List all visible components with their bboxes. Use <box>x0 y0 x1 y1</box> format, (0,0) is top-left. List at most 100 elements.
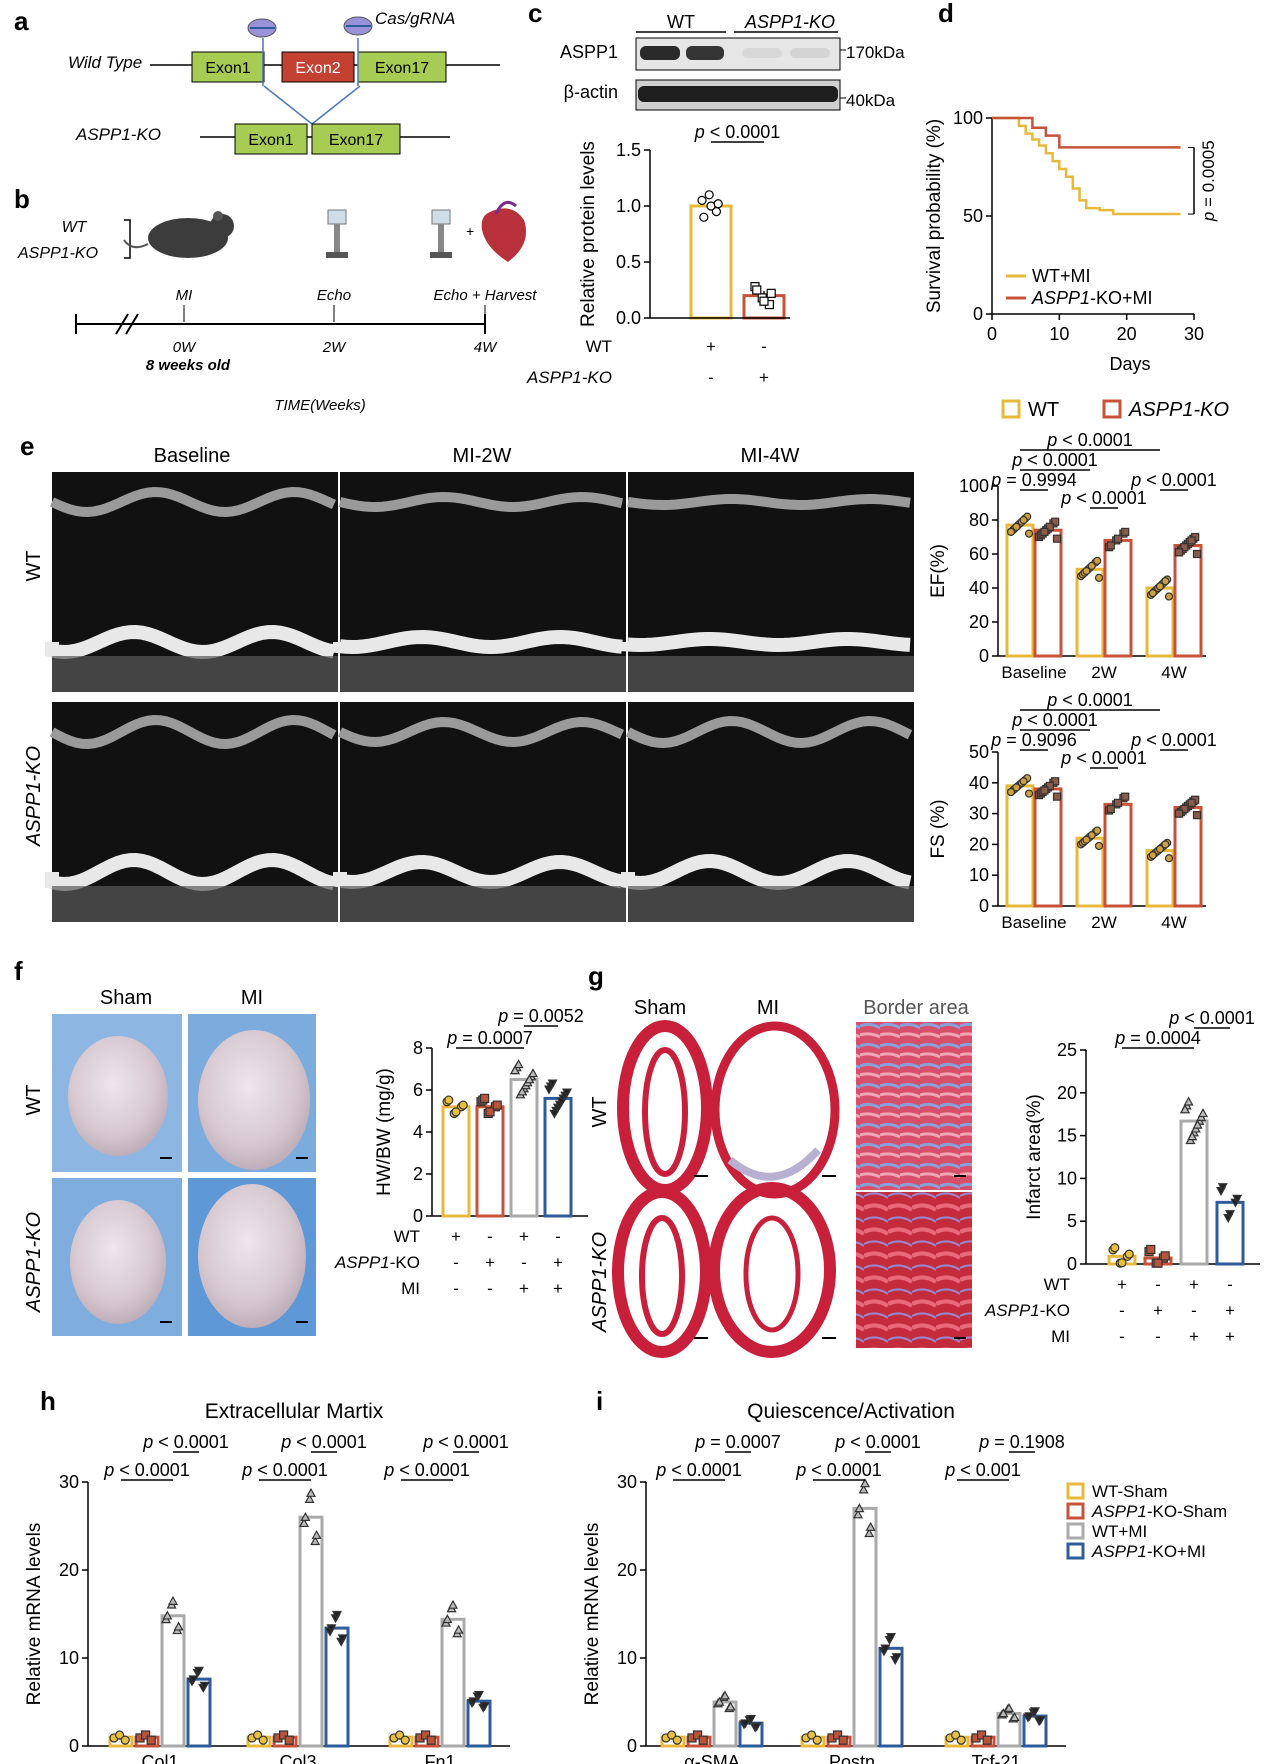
g-cond-sign-0-3: - <box>1227 1275 1233 1294</box>
f-cond-sign-1-0: - <box>453 1253 459 1272</box>
i-point-2-2-4 <box>1003 1702 1015 1712</box>
c-row-ko: ASPP1-KO <box>526 368 612 387</box>
h-point-2-2-3 <box>442 1614 453 1624</box>
e-ef-comp-1-text: p < 0.0001 <box>1011 450 1098 470</box>
kda40-label: 40kDa <box>846 91 896 110</box>
h-point-0-2-5 <box>173 1621 184 1631</box>
e-ef-comp-2-text: p = 0.9994 <box>990 470 1077 490</box>
e-ef-point-0-1-8 <box>1052 534 1062 543</box>
e-fs-point-1-1-4 <box>1113 798 1123 807</box>
e-col-mi4w: MI-4W <box>741 445 800 467</box>
e-ef-comp-4-text: p < 0.0001 <box>1130 470 1217 490</box>
i-point-0-3-5 <box>751 1722 762 1732</box>
i-xtick-label-2: Tcf-21 <box>971 1752 1020 1764</box>
e-col-baseline: Baseline <box>154 445 231 467</box>
f-sham-label: Sham <box>100 987 152 1009</box>
e-ef-ytick-label-5: 100 <box>959 476 989 496</box>
c-point-0-0 <box>697 195 707 205</box>
e-ef-point-2-0-15 <box>1155 582 1165 591</box>
b-echo-harvest-label: Echo + Harvest <box>434 287 538 304</box>
h-point-0-3-3 <box>188 1675 199 1685</box>
e-ef-ytick-label-2: 40 <box>969 578 989 598</box>
g-cond-sign-1-0: - <box>1119 1301 1125 1320</box>
i-point-1-1-2 <box>838 1735 848 1745</box>
panel-label-f: f <box>14 956 23 986</box>
h-point-2-3-3 <box>468 1697 479 1707</box>
panel-label-e: e <box>20 431 34 461</box>
f-cond-row-2: MI <box>401 1279 420 1298</box>
exon2-label: Exon2 <box>295 60 340 77</box>
e-fs-comp-0-text: p < 0.0001 <box>1046 690 1133 710</box>
e-fs-ylabel: FS (%) <box>928 799 949 858</box>
h-point-2-0-2 <box>400 1735 410 1745</box>
aspp1-blot <box>635 37 841 71</box>
d-series-1 <box>992 116 1181 149</box>
f-cond-sign-0-3: - <box>555 1227 561 1246</box>
h-bar-0-3 <box>186 1677 212 1748</box>
e-fs-comp-2-text: p = 0.9096 <box>990 730 1077 750</box>
g-point-2-12 <box>1187 1131 1198 1141</box>
e-fs-comp-3-text: p < 0.0001 <box>1060 748 1147 768</box>
i-point-2-2-5 <box>1009 1712 1020 1722</box>
i-point-1-0-1 <box>806 1730 817 1740</box>
i-bar-0-2 <box>712 1700 738 1748</box>
f-bar-3 <box>543 1096 573 1218</box>
e-fs-point-2-1-8 <box>1192 811 1202 820</box>
e-fs-point-2-0-15 <box>1155 844 1165 854</box>
i-point-0-3-4 <box>745 1715 757 1725</box>
i-comp-2-a-text: p < 0.001 <box>944 1460 1021 1480</box>
echo-wall-bottom-1-1 <box>333 855 624 890</box>
i-point-1-3-4 <box>885 1633 897 1643</box>
e-fs-comp-1-text: p < 0.0001 <box>1011 710 1098 730</box>
i-point-1-2-1 <box>858 1484 869 1494</box>
i-point-1-2-5 <box>865 1521 876 1531</box>
f-cond-sign-0-0: + <box>451 1227 461 1246</box>
i-ytick-label-3: 30 <box>617 1472 637 1492</box>
h-point-0-0-1 <box>114 1730 125 1740</box>
e-fs-ytick-label-4: 40 <box>969 773 989 793</box>
e-ef-point-0-0-9 <box>1012 522 1021 531</box>
wild-type-label: Wild Type <box>68 53 142 72</box>
c-point-0-3 <box>699 212 709 222</box>
exon17-box <box>357 51 447 83</box>
e-fs-point-2-0-8 <box>1164 854 1174 863</box>
e-ef-xtick-label-2: 4W <box>1161 663 1187 682</box>
g-mi-label: MI <box>757 997 779 1019</box>
chart-c: 0.0 0.5 1.0 1.5 Relative protein levels p < 0… <box>578 122 790 328</box>
panel-a: a Wild Type Exon1 Exon2 Exon17 Cas/gRNA … <box>14 6 500 155</box>
f-bar-1 <box>475 1105 505 1218</box>
echo-wall-bottom-1-2 <box>621 854 912 891</box>
h-comp-0-b-text: p < 0.0001 <box>142 1432 229 1452</box>
e-ef-ytick-label-4: 80 <box>969 510 989 530</box>
h-point-1-3-3 <box>326 1624 337 1634</box>
i-point-1-3-5 <box>891 1653 902 1663</box>
f-cond-sign-1-2: - <box>521 1253 527 1272</box>
e-fs-point-0-0-8 <box>1024 789 1034 798</box>
panel-c: c WT ASPP1-KO ASPP1 β-actin 170kDa 40kDa… <box>526 0 905 387</box>
e-fs-point-1-0-9 <box>1082 835 1091 844</box>
echo-wall-bottom-1-0 <box>45 853 336 892</box>
panel-h: h Extracellular Martix 0 10 20 30 Relative mR… <box>24 1386 510 1764</box>
e-fs-point-2-1-10 <box>1187 798 1196 807</box>
g-point-0-5 <box>1124 1249 1134 1259</box>
g-point-1-3 <box>1146 1244 1156 1255</box>
e-fs-point-1-0-7 <box>1087 831 1096 840</box>
h-point-1-1-2 <box>284 1735 294 1745</box>
e-ef-point-1-1-3 <box>1106 541 1115 550</box>
echo-wall-top-1-1 <box>337 717 625 747</box>
e-ef-point-2-1-11 <box>1174 548 1184 557</box>
i-point-2-3-5 <box>1035 1716 1046 1726</box>
mrna-legend-label-0: WT-Sham <box>1092 1482 1168 1501</box>
c-ko-sign-1: - <box>708 368 714 387</box>
f-point-1-5 <box>492 1100 502 1110</box>
e-ef-point-0-0-10 <box>1019 515 1028 525</box>
f-row-ko: ASPP1-KO <box>23 1212 45 1313</box>
g-cond-sign-2-2: + <box>1189 1327 1199 1346</box>
g-row-wt: WT <box>589 1096 611 1127</box>
f-row-wt: WT <box>23 1084 45 1115</box>
c-point-0-1 <box>704 190 714 200</box>
e-ef-point-1-1-4 <box>1113 534 1123 543</box>
e-ef-ylabel: EF(%) <box>928 544 949 598</box>
